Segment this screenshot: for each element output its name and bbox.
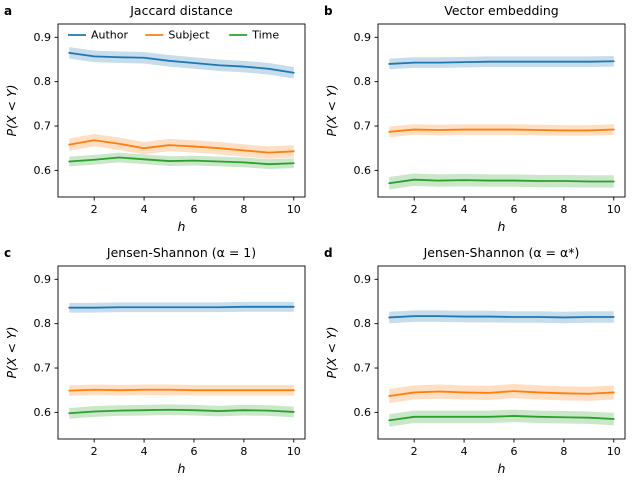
y-tick-label: 0.7 bbox=[34, 120, 52, 133]
axes-frame bbox=[57, 265, 306, 440]
series-line-author bbox=[68, 51, 295, 74]
y-tick-label: 0.6 bbox=[354, 164, 372, 177]
y-tick-label: 0.8 bbox=[354, 75, 372, 88]
chart-b-svg: 2 4 6 8 10 0.6 0.7 0.8 0.9 h P(X < Y) Vector embedd… bbox=[324, 3, 626, 234]
x-axis-label: h bbox=[498, 461, 506, 476]
x-tick-label: 2 bbox=[91, 203, 98, 216]
series-line-author bbox=[388, 60, 615, 65]
chart-title: Jensen-Shannon (α = α*) bbox=[423, 245, 580, 260]
x-axis-label: h bbox=[178, 219, 186, 234]
series-line-time bbox=[388, 178, 615, 185]
x-tick-label: 4 bbox=[461, 445, 468, 458]
chart-title: Jaccard distance bbox=[129, 3, 233, 18]
chart-c-svg: 2 4 6 8 10 0.6 0.7 0.8 0.9 h P(X < Y) Jensen-Shanno… bbox=[4, 245, 306, 476]
axes-frame bbox=[377, 265, 626, 440]
chart-title: Jensen-Shannon (α = 1) bbox=[106, 245, 256, 260]
x-tick-label: 6 bbox=[190, 203, 197, 216]
y-axis-label: P(X < Y) bbox=[4, 327, 19, 379]
y-axis-label: P(X < Y) bbox=[324, 85, 339, 137]
x-tick-label: 2 bbox=[411, 445, 418, 458]
chart-a-svg: 2 4 6 8 10 0.6 0.7 0.8 0.9 h P(X < Y) Jaccard dista… bbox=[4, 3, 306, 234]
legend-label-time: Time bbox=[251, 29, 279, 42]
x-tick-label: 4 bbox=[141, 445, 148, 458]
legend-label-subject: Subject bbox=[168, 29, 210, 42]
y-tick-label: 0.7 bbox=[34, 362, 52, 375]
y-tick-label: 0.6 bbox=[354, 406, 372, 419]
series-line-author bbox=[68, 305, 295, 309]
series-line-subject bbox=[388, 128, 615, 133]
panel-c: 2 4 6 8 10 0.6 0.7 0.8 0.9 h P(X < Y) Jensen-Shanno… bbox=[0, 242, 320, 483]
panel-b: 2 4 6 8 10 0.6 0.7 0.8 0.9 h P(X < Y) Vector embedd… bbox=[320, 0, 640, 242]
panel-d: 2 4 6 8 10 0.6 0.7 0.8 0.9 h P(X < Y) Jensen-Shanno… bbox=[320, 242, 640, 483]
x-tick-label: 2 bbox=[411, 203, 418, 216]
confidence-band-subject bbox=[389, 124, 614, 138]
panel-letter: a bbox=[4, 4, 12, 18]
confidence-band-time bbox=[69, 404, 294, 419]
confidence-band-subject bbox=[389, 383, 614, 404]
series-line-time bbox=[68, 408, 295, 415]
x-tick-label: 4 bbox=[461, 203, 468, 216]
y-tick-label: 0.8 bbox=[354, 317, 372, 330]
chart-d-svg: 2 4 6 8 10 0.6 0.7 0.8 0.9 h P(X < Y) Jensen-Shanno… bbox=[324, 245, 626, 476]
x-tick-label: 10 bbox=[607, 203, 621, 216]
series-line-time bbox=[68, 156, 295, 166]
panel-letter: c bbox=[4, 246, 11, 260]
x-tick-label: 8 bbox=[560, 203, 567, 216]
y-axis-label: P(X < Y) bbox=[4, 85, 19, 137]
y-tick-label: 0.9 bbox=[34, 31, 52, 44]
x-tick-label: 10 bbox=[287, 445, 301, 458]
y-tick-label: 0.9 bbox=[354, 31, 372, 44]
x-tick-label: 10 bbox=[607, 445, 621, 458]
x-tick-label: 4 bbox=[141, 203, 148, 216]
y-tick-label: 0.7 bbox=[354, 120, 372, 133]
x-tick-label: 2 bbox=[91, 445, 98, 458]
x-tick-label: 6 bbox=[510, 445, 517, 458]
x-tick-label: 10 bbox=[287, 203, 301, 216]
y-axis-label: P(X < Y) bbox=[324, 327, 339, 379]
y-tick-label: 0.6 bbox=[34, 164, 52, 177]
x-tick-label: 6 bbox=[510, 203, 517, 216]
chart-title: Vector embedding bbox=[444, 3, 559, 18]
y-tick-label: 0.8 bbox=[34, 75, 52, 88]
x-axis-label: h bbox=[178, 461, 186, 476]
panel-letter: b bbox=[324, 4, 333, 18]
series-line-subject bbox=[388, 390, 615, 397]
axes-frame bbox=[57, 23, 306, 198]
x-tick-label: 8 bbox=[560, 445, 567, 458]
panel-a: 2 4 6 8 10 0.6 0.7 0.8 0.9 h P(X < Y) Jaccard dista… bbox=[0, 0, 320, 242]
x-tick-label: 8 bbox=[240, 445, 247, 458]
legend-label-author: Author bbox=[91, 29, 129, 42]
y-tick-label: 0.8 bbox=[34, 317, 52, 330]
series-line-subject bbox=[68, 388, 295, 392]
series-line-author bbox=[388, 315, 615, 319]
axes-frame bbox=[377, 23, 626, 198]
y-tick-label: 0.9 bbox=[354, 273, 372, 286]
series-line-time bbox=[388, 415, 615, 422]
y-tick-label: 0.9 bbox=[34, 273, 52, 286]
panel-letter: d bbox=[324, 246, 333, 260]
y-tick-label: 0.7 bbox=[354, 362, 372, 375]
confidence-band-time bbox=[389, 409, 614, 427]
series-line-subject bbox=[68, 139, 295, 154]
x-tick-label: 6 bbox=[190, 445, 197, 458]
x-axis-label: h bbox=[498, 219, 506, 234]
y-tick-label: 0.6 bbox=[34, 406, 52, 419]
x-tick-label: 8 bbox=[240, 203, 247, 216]
